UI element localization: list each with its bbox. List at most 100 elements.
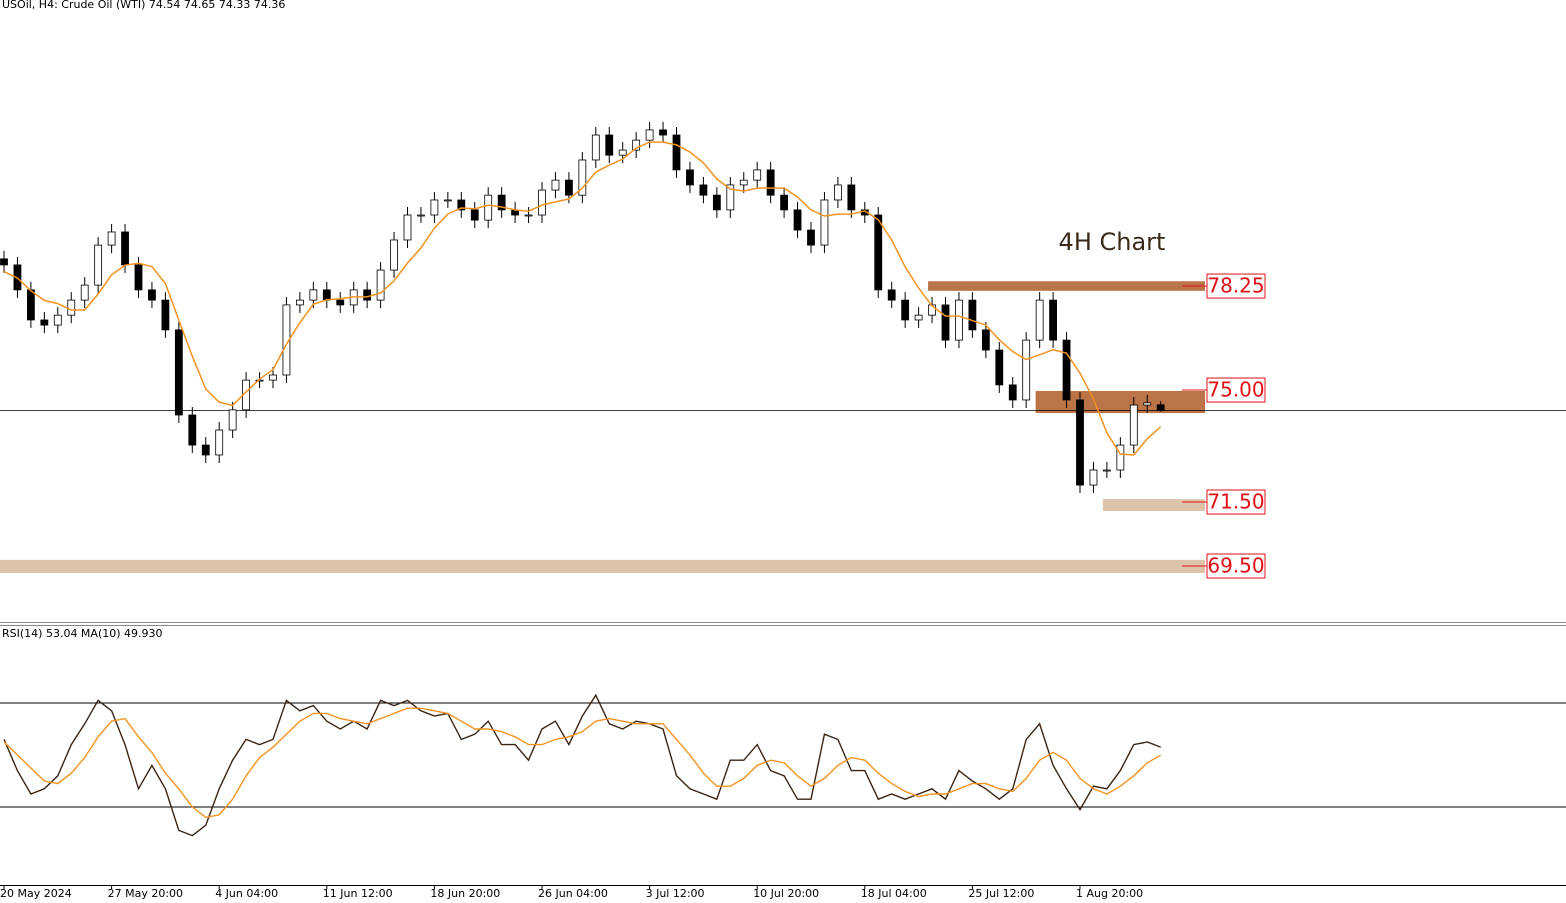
rsi-title: RSI(14) 53.04 MA(10) 49.930 <box>2 627 163 640</box>
candle-body <box>0 258 8 266</box>
zone <box>0 559 1205 574</box>
candle-body <box>995 349 1004 386</box>
candle-body <box>107 231 116 246</box>
level-label: 78.25 <box>1207 274 1264 298</box>
candle-body <box>376 269 385 301</box>
candle-body <box>363 289 372 301</box>
zone <box>928 281 1205 291</box>
candle-body <box>417 214 425 217</box>
candle-body <box>53 314 62 326</box>
candle-body <box>618 149 627 156</box>
candle-body <box>336 299 345 306</box>
candle-body <box>981 329 990 351</box>
x-tick-label: 1 Aug 20:00 <box>1076 887 1143 900</box>
candle-body <box>470 209 479 221</box>
candle-body <box>887 289 896 301</box>
x-tick-label: 18 Jun 20:00 <box>430 887 500 900</box>
x-tick-label: 4 Jun 04:00 <box>215 887 278 900</box>
candle-body <box>914 314 923 321</box>
candle-body <box>1022 339 1031 401</box>
level-label: 71.50 <box>1207 490 1264 514</box>
x-tick-label: 20 May 2024 <box>0 887 72 900</box>
candle-body <box>591 134 600 161</box>
candle-body <box>67 299 76 316</box>
candle-body <box>712 194 721 211</box>
level-label-box <box>1206 377 1266 403</box>
candle-body <box>780 194 788 211</box>
candle-body <box>766 169 775 196</box>
candle-body <box>215 429 224 456</box>
candle-body <box>605 134 614 156</box>
candle-body <box>847 184 856 211</box>
candle-body <box>524 214 533 217</box>
candle-body <box>1103 469 1111 472</box>
candle-body <box>134 264 143 291</box>
candle-body <box>443 199 452 202</box>
candle-body <box>26 289 35 321</box>
candle-body <box>645 129 654 141</box>
candle-body <box>188 414 197 446</box>
candle-body <box>121 231 129 266</box>
x-tick-label: 10 Jul 20:00 <box>753 887 819 900</box>
x-tick-label: 3 Jul 12:00 <box>646 887 705 900</box>
candle-body <box>793 209 802 231</box>
x-tick-label: 18 Jul 04:00 <box>861 887 927 900</box>
candle-body <box>1035 299 1044 341</box>
candle-body <box>309 289 318 301</box>
candle-body <box>484 194 493 221</box>
candle-body <box>403 214 412 241</box>
candle-body <box>1089 469 1098 486</box>
candle-body <box>94 244 103 286</box>
candle-body <box>874 214 883 291</box>
candle-body <box>955 299 963 341</box>
level-label-box <box>1206 273 1266 299</box>
x-tick-label: 27 May 20:00 <box>108 887 183 900</box>
candle-body <box>1129 404 1138 446</box>
level-label: 69.50 <box>1207 554 1264 578</box>
candle-body <box>699 184 708 196</box>
candle-body <box>1076 399 1084 486</box>
level-label-box <box>1206 489 1266 515</box>
zone <box>1102 499 1205 511</box>
candle-body <box>174 329 183 416</box>
candle-body <box>739 179 748 186</box>
candle-body <box>941 304 950 341</box>
series-line <box>3 707 1162 819</box>
candle-body <box>1049 299 1057 341</box>
candle-body <box>672 134 681 171</box>
candle-body <box>834 184 842 201</box>
level-label-box <box>1206 553 1266 579</box>
candle-body <box>659 129 667 136</box>
candle-body <box>80 284 89 301</box>
candle-body <box>753 169 762 181</box>
candle-body <box>807 229 815 246</box>
candle-body <box>1156 404 1165 411</box>
candle-body <box>228 409 237 431</box>
candle-body <box>40 319 49 326</box>
candle-body <box>901 299 910 321</box>
candle-body <box>161 299 170 331</box>
zone <box>1035 390 1205 414</box>
x-tick-label: 26 Jun 04:00 <box>538 887 608 900</box>
candle-body <box>578 159 587 196</box>
series-line <box>3 693 1161 837</box>
candle-body <box>1008 384 1017 401</box>
candle-body <box>269 374 277 381</box>
candle-body <box>1143 402 1152 406</box>
candle-body <box>565 179 573 196</box>
candle-body <box>538 189 546 216</box>
candle-body <box>686 169 694 186</box>
candle-body <box>726 184 735 211</box>
candle-body <box>497 194 506 211</box>
candle-body <box>148 289 156 301</box>
candle-body <box>390 239 398 271</box>
candle-body <box>295 299 304 306</box>
candle-body <box>322 289 331 301</box>
x-tick-label: 11 Jun 12:00 <box>323 887 393 900</box>
candle-body <box>201 444 210 456</box>
candle-body <box>551 179 560 191</box>
candle-body <box>968 299 977 331</box>
candle-body <box>1062 339 1071 401</box>
